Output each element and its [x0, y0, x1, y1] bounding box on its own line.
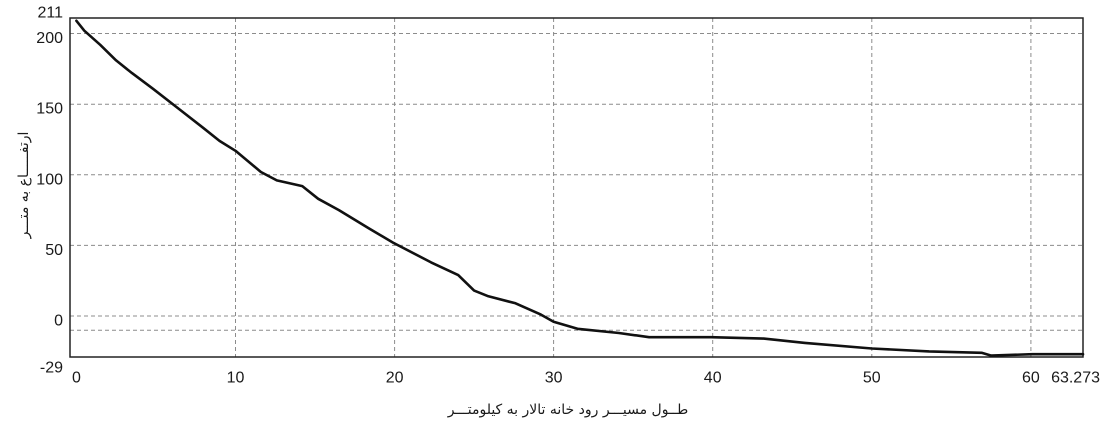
- plot-frame: [69, 17, 1084, 358]
- y-tick-label: 0: [54, 313, 63, 330]
- x-tick-label: 30: [545, 370, 563, 387]
- y-tick-label: 200: [36, 30, 63, 47]
- y-tick-label: 100: [36, 171, 63, 188]
- series-layer: [75, 19, 1085, 357]
- y-tick-label: 150: [36, 101, 63, 118]
- x-tick-label: 20: [386, 370, 404, 387]
- x-tick-label: 50: [863, 370, 881, 387]
- x-tick-label: 60: [1022, 370, 1040, 387]
- x-tick-label: 10: [227, 370, 245, 387]
- x-tick-label: 0: [72, 370, 81, 387]
- x-axis-label: طــول مسیـــر رود خانه تالار به کیلومتــ…: [447, 402, 689, 418]
- x-tick-label: 40: [704, 370, 722, 387]
- x-tick-label: 63.273: [1051, 370, 1100, 387]
- y-tick-label: 50: [45, 242, 63, 259]
- gridlines: [70, 18, 1083, 357]
- y-axis-label: ارتفـــــاع به متـــر: [16, 132, 32, 240]
- y-tick-labels: 211 200 150 100 50 0 -29: [36, 5, 63, 377]
- y-tick-label: -29: [40, 360, 63, 377]
- y-tick-label: 211: [37, 5, 63, 22]
- elevation-line: [75, 19, 1085, 357]
- x-tick-labels: 0 10 20 30 40 50 60 63.273: [72, 370, 1100, 387]
